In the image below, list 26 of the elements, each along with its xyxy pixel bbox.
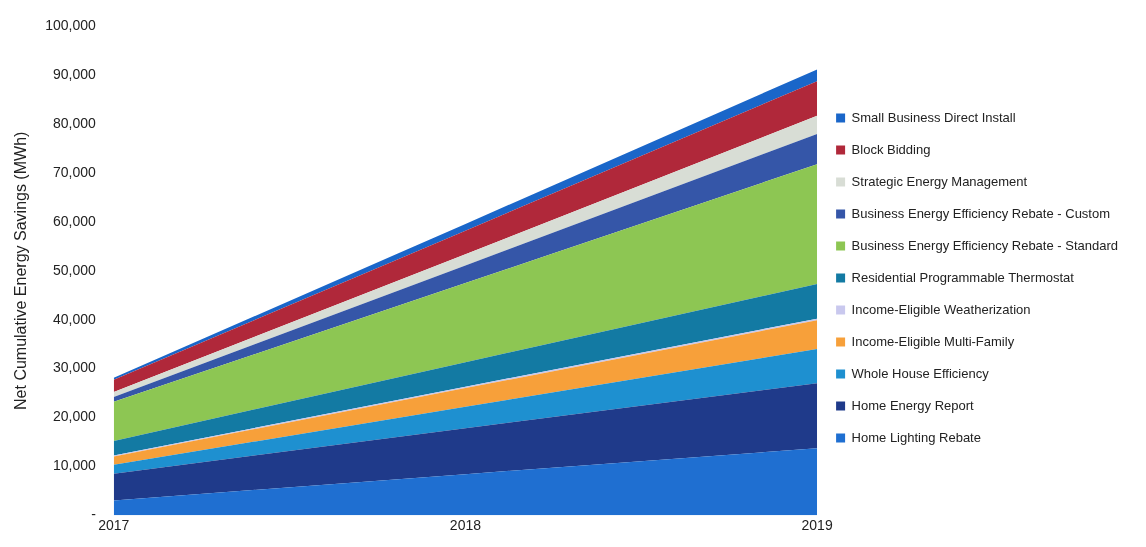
x-tick-label: 2019 [801,517,833,534]
y-tick-label: 20,000 [52,408,97,425]
y-axis-title: Net Cumulative Energy Savings (MWh) [12,131,30,410]
legend-label: Strategic Energy Management [851,173,1028,189]
x-tick-label: 2017 [98,517,130,534]
legend-label: Business Energy Efficiency Rebate - Standard [851,237,1118,253]
legend-label: Residential Programmable Thermostat [851,269,1075,285]
legend-label: Home Lighting Rebate [851,429,981,445]
y-tick-label: 100,000 [45,17,97,34]
legend-label: Income-Eligible Multi-Family [851,333,1015,349]
text: Small Business Direct Install [851,109,1016,125]
y-tick-label: 30,000 [52,359,97,376]
legend-label: Business Energy Efficiency Rebate - Custom [851,205,1111,221]
legend-label: Home Energy Report [851,397,975,413]
x-tick-label: 2018 [449,517,482,534]
legend-label: Whole House Efficiency [851,365,990,381]
y-tick-label: 80,000 [52,115,97,132]
y-tick-label: 50,000 [52,261,97,278]
legend-label: Income-Eligible Weatherization [851,301,1031,317]
y-tick-label: - [91,506,97,523]
y-tick-label: 90,000 [52,66,97,83]
legend-label: Block Bidding [851,141,931,157]
y-tick-label: 60,000 [52,212,97,229]
y-tick-label: 70,000 [52,163,97,180]
y-tick-label: 40,000 [52,310,97,327]
y-tick-label: 10,000 [52,457,97,474]
